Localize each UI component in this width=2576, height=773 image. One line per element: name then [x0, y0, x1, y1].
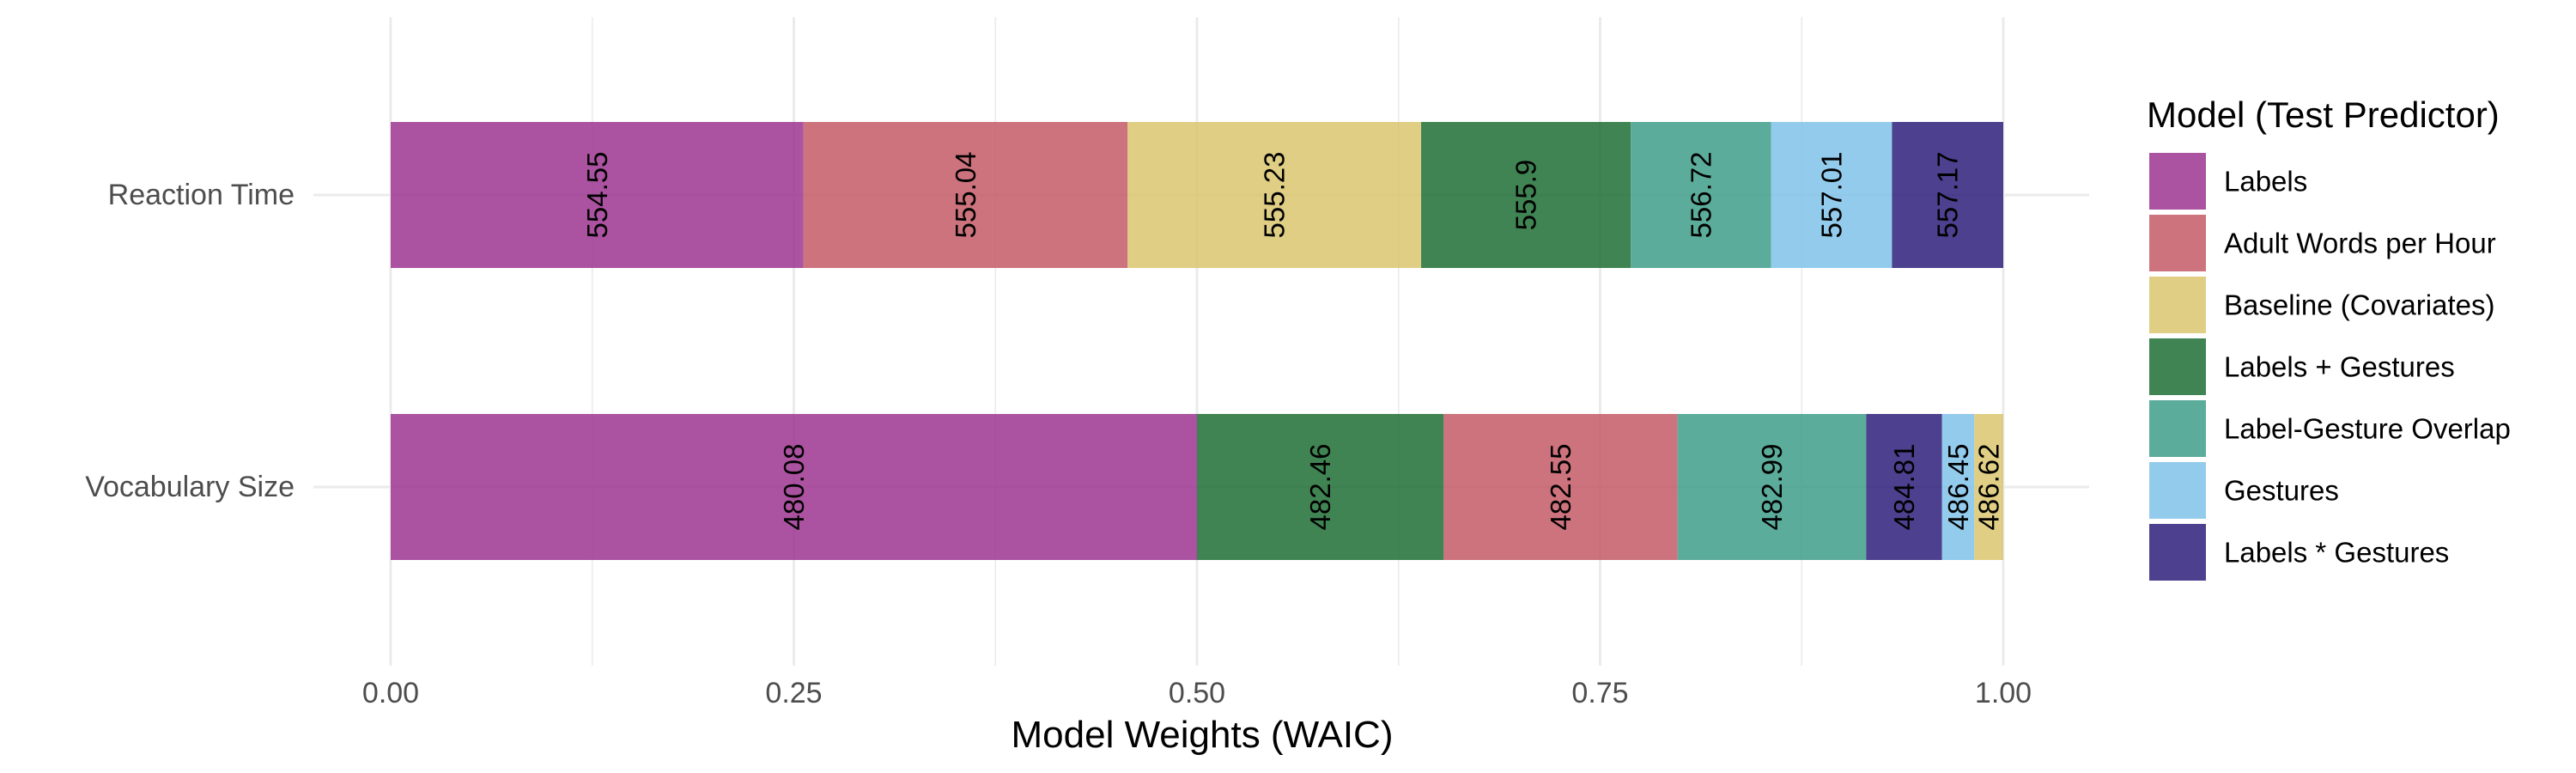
legend-label: Labels * Gestures [2224, 537, 2449, 569]
y-tick-label: Vocabulary Size [85, 471, 295, 503]
bar-segment [1941, 414, 1975, 560]
legend-items: Labels Adult Words per Hour Baseline (Cova… [2149, 153, 2511, 581]
bars [391, 122, 2003, 560]
legend-swatch [2149, 400, 2206, 457]
bar-segment [1197, 414, 1444, 560]
bar-value-label: 486.45 [1942, 444, 1974, 531]
bar-value-label: 480.08 [778, 444, 810, 531]
grid-lines [313, 17, 2089, 666]
bar-value-labels: 554.55 555.04 555.23 555.9 556.72 557.01 557.1… [581, 152, 2005, 531]
legend-swatch [2149, 153, 2206, 210]
legend-label: Labels [2224, 166, 2307, 198]
bar-value-label: 484.81 [1888, 444, 1920, 531]
bar-segment [1443, 414, 1678, 560]
axes: Reaction Time Vocabulary Size 0.00 0.25 0.50… [85, 179, 2032, 709]
x-tick-label: 0.00 [362, 677, 419, 709]
x-tick-label: 0.75 [1571, 677, 1628, 709]
legend-swatch [2149, 338, 2206, 395]
bar-value-label: 556.72 [1685, 152, 1716, 239]
bar-segment [1631, 122, 1771, 268]
bar-segment [391, 122, 804, 268]
bar-value-label: 482.55 [1545, 444, 1577, 531]
bar-segment [1771, 122, 1893, 268]
bar-segment [1892, 122, 2003, 268]
legend-label: Label-Gesture Overlap [2224, 413, 2511, 445]
legend-swatch [2149, 462, 2206, 519]
bar-segment [1421, 122, 1631, 268]
bar-value-label: 555.9 [1510, 160, 1542, 231]
bar-value-label: 557.01 [1815, 152, 1847, 239]
legend-label: Baseline (Covariates) [2224, 289, 2494, 321]
bar-value-label: 557.17 [1932, 152, 1964, 239]
legend-label: Adult Words per Hour [2224, 228, 2496, 259]
legend-title: Model (Test Predictor) [2147, 94, 2500, 135]
legend-swatch [2149, 215, 2206, 271]
bar-value-label: 555.04 [950, 152, 981, 239]
bar-value-label: 486.62 [1973, 444, 2005, 531]
bar-value-label: 482.99 [1756, 444, 1788, 531]
legend-label: Gestures [2224, 475, 2339, 507]
bar-value-label: 555.23 [1259, 152, 1291, 239]
bar-value-label: 482.46 [1304, 444, 1336, 531]
bar-segment [391, 414, 1197, 560]
y-tick-label: Reaction Time [108, 179, 295, 211]
bar-segment [1974, 414, 2003, 560]
legend: Model (Test Predictor) Labels Adult Words… [2147, 94, 2511, 581]
x-tick-label: 0.50 [1169, 677, 1225, 709]
legend-swatch [2149, 524, 2206, 581]
bar-segment [803, 122, 1128, 268]
x-tick-label: 0.25 [765, 677, 822, 709]
bar-value-label: 554.55 [581, 152, 613, 239]
x-axis-title: Model Weights (WAIC) [1012, 714, 1394, 756]
bar-segment [1127, 122, 1422, 268]
legend-swatch [2149, 277, 2206, 333]
bar-segment [1866, 414, 1942, 560]
legend-label: Labels + Gestures [2224, 351, 2455, 383]
bar-segment [1677, 414, 1867, 560]
x-tick-label: 1.00 [1975, 677, 2032, 709]
